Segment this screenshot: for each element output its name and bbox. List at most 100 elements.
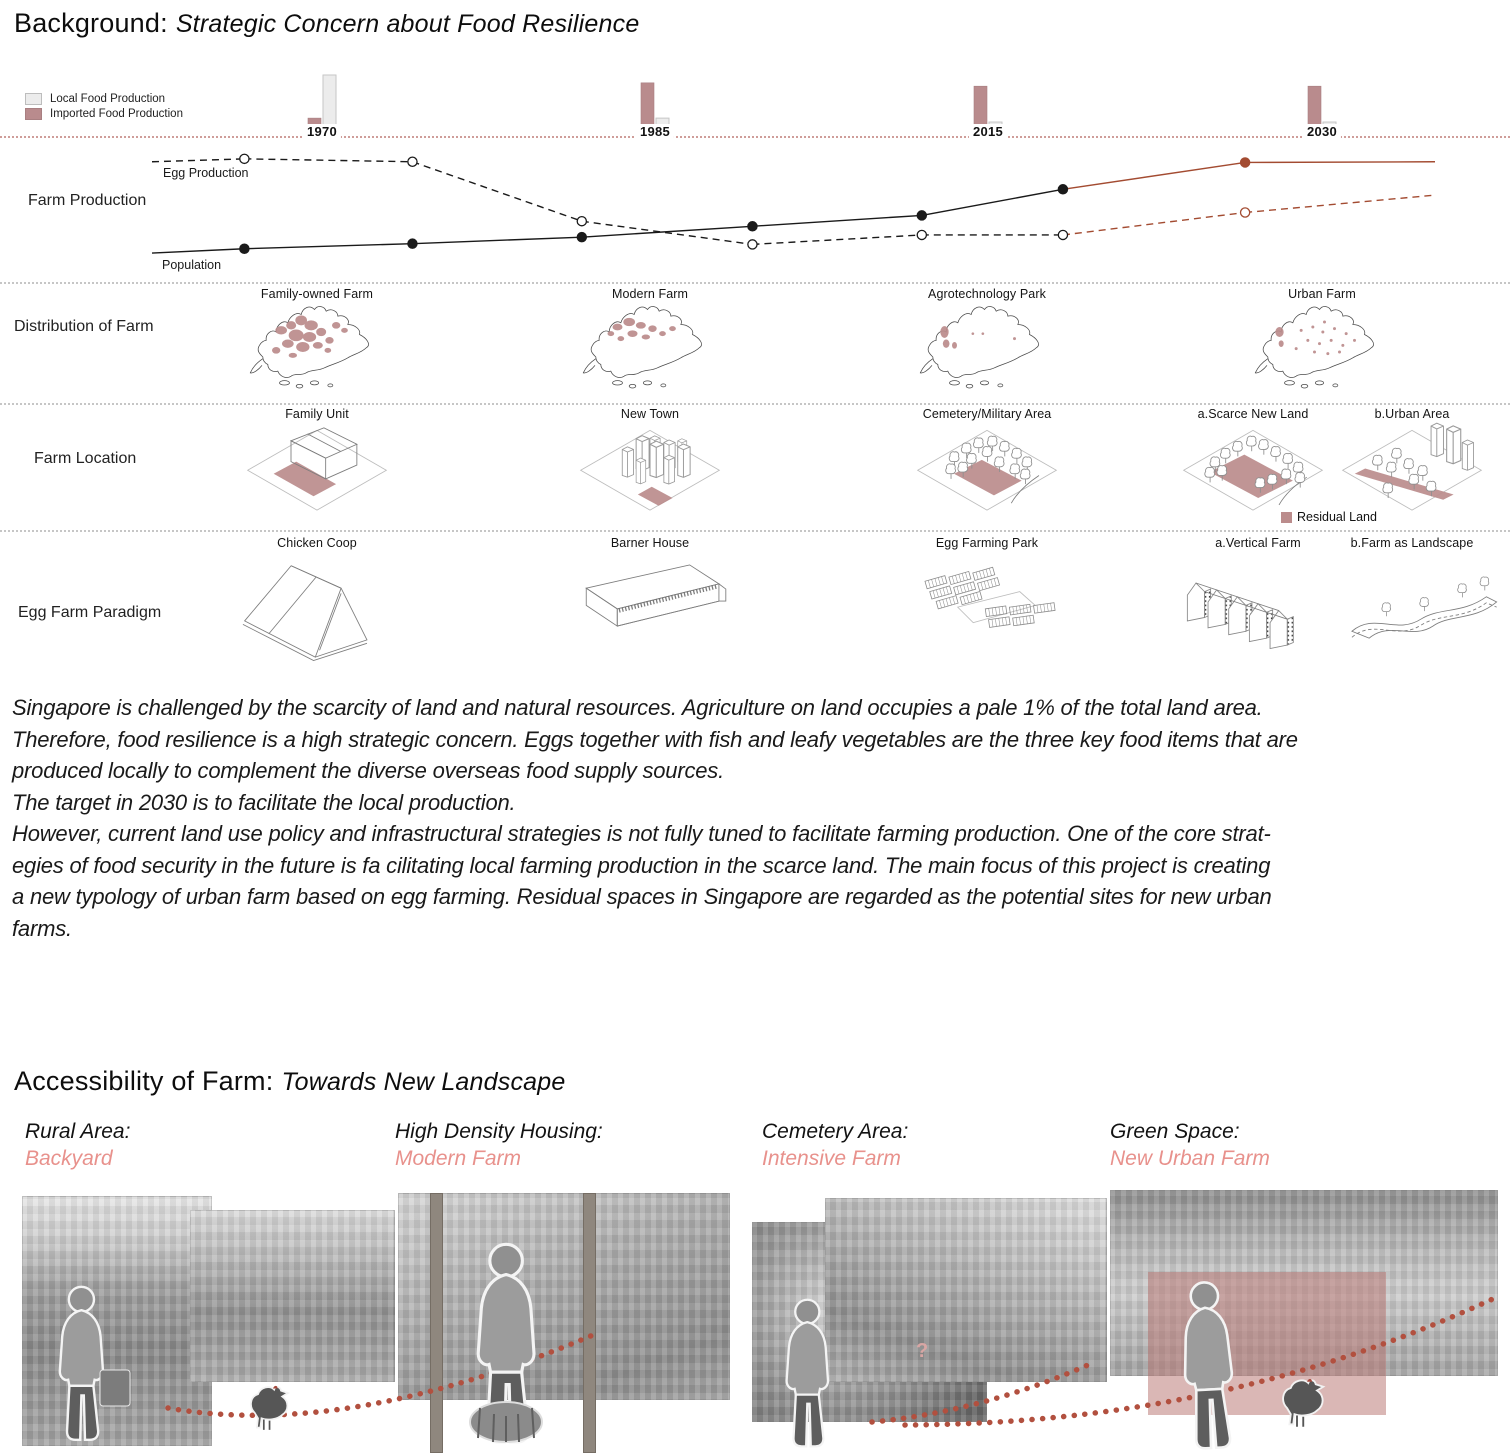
col-rural-area-label: Rural Area:	[25, 1120, 131, 1143]
legend-local-label: Local Food Production	[50, 93, 166, 105]
series-segment	[244, 242, 413, 250]
caption-farm-as-landscape: b.Farm as Landscape	[1350, 536, 1474, 550]
photo-cemetery	[825, 1198, 1107, 1382]
accessibility-title: Accessibility of Farm: Towards New Landsc…	[14, 1066, 565, 1097]
map-agrotechnology-park	[919, 306, 1039, 389]
farm-clusters	[607, 317, 676, 342]
drawing-farm-as-landscape	[1351, 576, 1498, 639]
residual-land-label: Residual Land	[1297, 510, 1377, 524]
series-segment	[921, 188, 1064, 217]
col-cemetery-type-label: Intensive Farm	[762, 1147, 901, 1170]
egg-production-point	[1239, 207, 1251, 218]
imported-swatch	[25, 108, 42, 120]
farm-location-label: Farm Location	[34, 450, 137, 467]
egg-production-point	[239, 153, 250, 165]
legend-imported: Imported Food Production	[25, 108, 183, 120]
separator-1	[0, 282, 1510, 284]
col-high-density-label: High Density Housing:	[395, 1120, 603, 1143]
series-segment	[151, 248, 245, 254]
accessibility-title-italic: Towards New Landscape	[281, 1068, 566, 1096]
background-paragraph: Singapore is challenged by the scarcity …	[12, 695, 1298, 941]
timeline-legend: Local Food Production Imported Food Prod…	[25, 93, 183, 123]
series-segment	[1062, 161, 1246, 190]
timeline-band: Local Food Production Imported Food Prod…	[0, 0, 1510, 140]
photo-rural-fields	[190, 1210, 395, 1382]
egg-production-point	[407, 156, 418, 167]
farm-production-band: Farm Production Egg Production Populatio…	[0, 140, 1510, 285]
population-point	[407, 238, 418, 249]
photo-collage: ?	[0, 1190, 1510, 1453]
dotted-trail-3	[902, 1294, 1500, 1428]
photo-housing-estate	[398, 1193, 730, 1400]
series-segment	[752, 234, 922, 246]
caption-chicken-coop: Chicken Coop	[277, 536, 357, 550]
col-green-space-type-label: New Urban Farm	[1110, 1147, 1270, 1170]
population-point	[1239, 157, 1251, 168]
drawing-vertical-farm	[1186, 582, 1294, 650]
population-point	[1057, 184, 1069, 195]
col-cemetery-area-label: Cemetery Area:	[762, 1120, 909, 1143]
year-label: 1985	[635, 124, 675, 139]
map-family-owned-farm	[249, 306, 369, 389]
diagram-cemetery-military	[916, 429, 1058, 511]
farm-production-label: Farm Production	[28, 192, 147, 209]
distribution-label: Distribution of Farm	[14, 318, 154, 335]
series-segment	[244, 158, 413, 163]
caption-egg-farming-park: Egg Farming Park	[935, 536, 1039, 550]
residual-land-swatch	[1281, 511, 1292, 523]
farm-clusters	[1275, 320, 1356, 356]
caption-urban-farm: Urban Farm	[1288, 287, 1356, 301]
series-segment	[752, 214, 922, 227]
diagram-family-unit	[246, 427, 388, 511]
separator-3	[0, 530, 1510, 532]
diagram-urban-area	[1341, 422, 1483, 511]
caption-cemetery-military: Cemetery/Military Area	[922, 407, 1052, 421]
caption-modern-farm: Modern Farm	[611, 287, 689, 301]
local-swatch	[25, 93, 42, 105]
farm-clusters	[940, 326, 1016, 349]
col-rural-type-label: Backyard	[25, 1147, 113, 1170]
year-label: 2030	[1302, 124, 1342, 139]
series-segment	[1245, 161, 1436, 164]
map-urban-farm	[1254, 306, 1374, 389]
series-segment	[412, 236, 582, 245]
caption-urban-area: b.Urban Area	[1374, 407, 1450, 421]
caption-agrotechnology-park: Agrotechnology Park	[928, 287, 1046, 301]
diagram-new-town	[579, 429, 721, 511]
series-segment	[151, 158, 245, 163]
farm-clusters	[272, 315, 348, 358]
accessibility-title-prefix: Accessibility of Farm:	[14, 1066, 274, 1096]
series-segment	[412, 161, 583, 222]
population-label: Population	[162, 258, 222, 272]
map-modern-farm	[582, 306, 702, 389]
drawing-egg-farming-park	[924, 566, 1056, 628]
population-point	[747, 221, 758, 232]
series-segment	[1062, 211, 1246, 236]
drawing-barner-house	[585, 564, 727, 627]
chicken-right	[1282, 1378, 1325, 1428]
person-farm-worker	[785, 1298, 830, 1448]
caption-scarce-new-land: a.Scarce New Land	[1197, 407, 1309, 421]
person-villager	[58, 1285, 105, 1442]
egg-production-point	[916, 229, 928, 241]
caption-family-owned-farm: Family-owned Farm	[260, 287, 374, 301]
col-green-space: Green Space: New Urban Farm	[1110, 1120, 1270, 1171]
basket-carried	[99, 1369, 131, 1407]
farm-production-chart	[151, 153, 1436, 255]
year-label: 2015	[968, 124, 1008, 139]
legend-imported-label: Imported Food Production	[50, 108, 183, 120]
page-title-italic: Strategic Concern about Food Resilience	[175, 10, 640, 38]
residual-land-legend: Residual Land	[1281, 510, 1377, 524]
col-green-space-label: Green Space:	[1110, 1120, 1240, 1143]
legend-local: Local Food Production	[25, 93, 183, 105]
egg-farm-paradigm-label: Egg Farm Paradigm	[18, 604, 162, 621]
population-point	[916, 210, 928, 221]
diagram-scarce-new-land	[1182, 429, 1324, 511]
series-segment	[581, 220, 753, 246]
col-cemetery-area: Cemetery Area: Intensive Farm	[762, 1120, 908, 1171]
collage-overlay	[58, 1242, 1500, 1451]
population-point	[576, 231, 588, 243]
egg-production-label: Egg Production	[163, 166, 249, 180]
question-mark: ?	[916, 1340, 929, 1362]
drawing-chicken-coop	[242, 565, 368, 662]
